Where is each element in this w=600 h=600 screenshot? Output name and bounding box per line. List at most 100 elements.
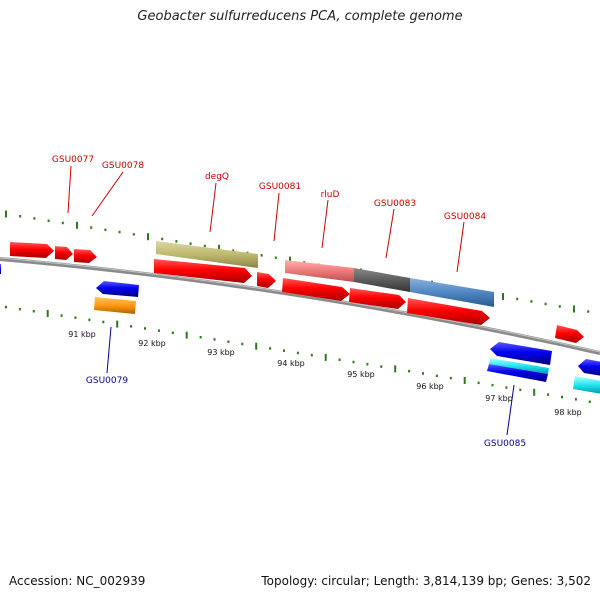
minor-tick	[104, 228, 107, 232]
label-gsu0077[interactable]: GSU0077	[52, 155, 94, 165]
accession-info: Accession: NC_002939	[9, 574, 146, 588]
gene-gsu0085-arrow[interactable]	[487, 364, 548, 382]
major-tick	[185, 331, 188, 339]
minor-tick	[102, 320, 105, 324]
major-tick	[502, 293, 504, 300]
leader-gsu0083	[385, 208, 395, 259]
minor-tick	[435, 374, 438, 378]
minor-tick	[544, 302, 547, 306]
label-rlud[interactable]: rluD	[321, 190, 340, 200]
minor-tick	[380, 365, 383, 368]
gene-reverse-arrow[interactable]	[490, 342, 552, 365]
leader-degq	[209, 182, 217, 233]
label-leaders	[67, 165, 515, 436]
minor-tick	[32, 310, 35, 313]
minor-tick	[519, 388, 522, 392]
minor-tick	[60, 314, 63, 317]
minor-tick	[61, 221, 64, 225]
leader-rlud	[321, 199, 329, 249]
gene-forward-arrow[interactable]	[282, 278, 350, 301]
minor-tick	[574, 398, 577, 401]
major-tick	[394, 365, 397, 373]
kbp-label: 91 kbp	[68, 330, 96, 339]
minor-tick	[260, 254, 263, 257]
gene-gsu0081-bar[interactable]	[285, 260, 354, 282]
gene-degq-bar[interactable]	[156, 241, 258, 268]
gene-forward-arrow[interactable]	[407, 298, 490, 325]
major-tick	[463, 377, 466, 384]
minor-tick	[213, 338, 216, 341]
gene-forward-arrow[interactable]	[555, 325, 584, 343]
minor-tick	[274, 256, 277, 259]
leader-gsu0085	[506, 384, 515, 436]
kbp-label: 98 kbp	[554, 408, 582, 417]
minor-tick	[88, 318, 91, 322]
label-gsu0084[interactable]: GSU0084	[444, 212, 486, 222]
label-gsu0085[interactable]: GSU0085	[484, 439, 526, 449]
minor-tick	[366, 363, 369, 366]
minor-tick	[283, 349, 285, 352]
gene-forward-arrow[interactable]	[74, 249, 97, 263]
major-tick	[324, 353, 327, 361]
gene-rlud-bar[interactable]	[354, 268, 410, 292]
gene-gsu0085-bar[interactable]	[489, 358, 549, 374]
label-degq[interactable]: degQ	[205, 172, 229, 182]
label-gsu0081[interactable]: GSU0081	[259, 182, 301, 192]
minor-tick	[199, 336, 202, 339]
label-gsu0083[interactable]: GSU0083	[374, 199, 416, 209]
minor-tick	[232, 249, 235, 252]
gene-reverse-edge[interactable]	[0, 264, 1, 274]
gene-forward-arrow[interactable]	[154, 259, 252, 283]
gene-labels: GSU0077 GSU0078 degQ GSU0081 rluD GSU008…	[52, 155, 526, 449]
gene-reverse-bar[interactable]	[573, 376, 600, 394]
minor-tick	[203, 244, 206, 248]
gene-forward-arrow[interactable]	[55, 246, 73, 260]
minor-tick	[449, 376, 452, 380]
minor-tick	[530, 300, 533, 303]
minor-tick	[118, 230, 121, 234]
forward-genes	[10, 242, 584, 343]
minor-tick	[175, 240, 178, 243]
minor-tick	[90, 226, 93, 229]
gene-forward-arrow[interactable]	[349, 288, 406, 309]
leader-gsu0084	[456, 221, 465, 273]
minor-tick	[477, 381, 480, 385]
forward-feature-bars	[156, 241, 494, 307]
gene-gsu0079-arrow[interactable]	[96, 281, 139, 297]
kbp-label: 95 kbp	[347, 370, 375, 379]
kbp-label: 92 kbp	[138, 339, 166, 348]
minor-tick	[310, 353, 313, 357]
gene-reverse-arrow[interactable]	[578, 359, 600, 376]
minor-tick	[547, 393, 550, 396]
major-tick	[46, 309, 49, 317]
gene-forward-arrow[interactable]	[10, 242, 54, 258]
leader-gsu0077	[67, 165, 72, 214]
minor-tick	[505, 386, 508, 389]
gene-gsu0083-bar[interactable]	[410, 278, 494, 307]
map-title: Geobacter sulfurreducens PCA, complete g…	[137, 9, 463, 24]
minor-tick	[5, 305, 7, 309]
minor-tick	[130, 325, 133, 328]
label-gsu0079[interactable]: GSU0079	[86, 376, 128, 386]
major-tick	[289, 256, 291, 264]
minor-tick	[189, 242, 192, 245]
minor-tick	[33, 217, 36, 220]
genome-summary: Topology: circular; Length: 3,814,139 bp…	[261, 574, 591, 588]
major-tick	[218, 244, 220, 252]
minor-tick	[171, 331, 174, 335]
gene-forward-arrow[interactable]	[257, 272, 276, 288]
major-tick	[533, 388, 536, 396]
kbp-label: 94 kbp	[277, 359, 305, 368]
minor-tick	[587, 310, 590, 313]
minor-tick	[352, 360, 355, 364]
genome-backbone	[0, 257, 600, 355]
major-tick	[5, 210, 7, 218]
leader-gsu0078	[91, 171, 124, 217]
label-gsu0078[interactable]: GSU0078	[102, 161, 144, 171]
minor-tick	[558, 305, 561, 308]
minor-tick	[588, 400, 591, 403]
major-tick	[573, 305, 575, 313]
minor-tick	[227, 340, 230, 343]
gene-gsu0079-bar[interactable]	[94, 297, 136, 314]
